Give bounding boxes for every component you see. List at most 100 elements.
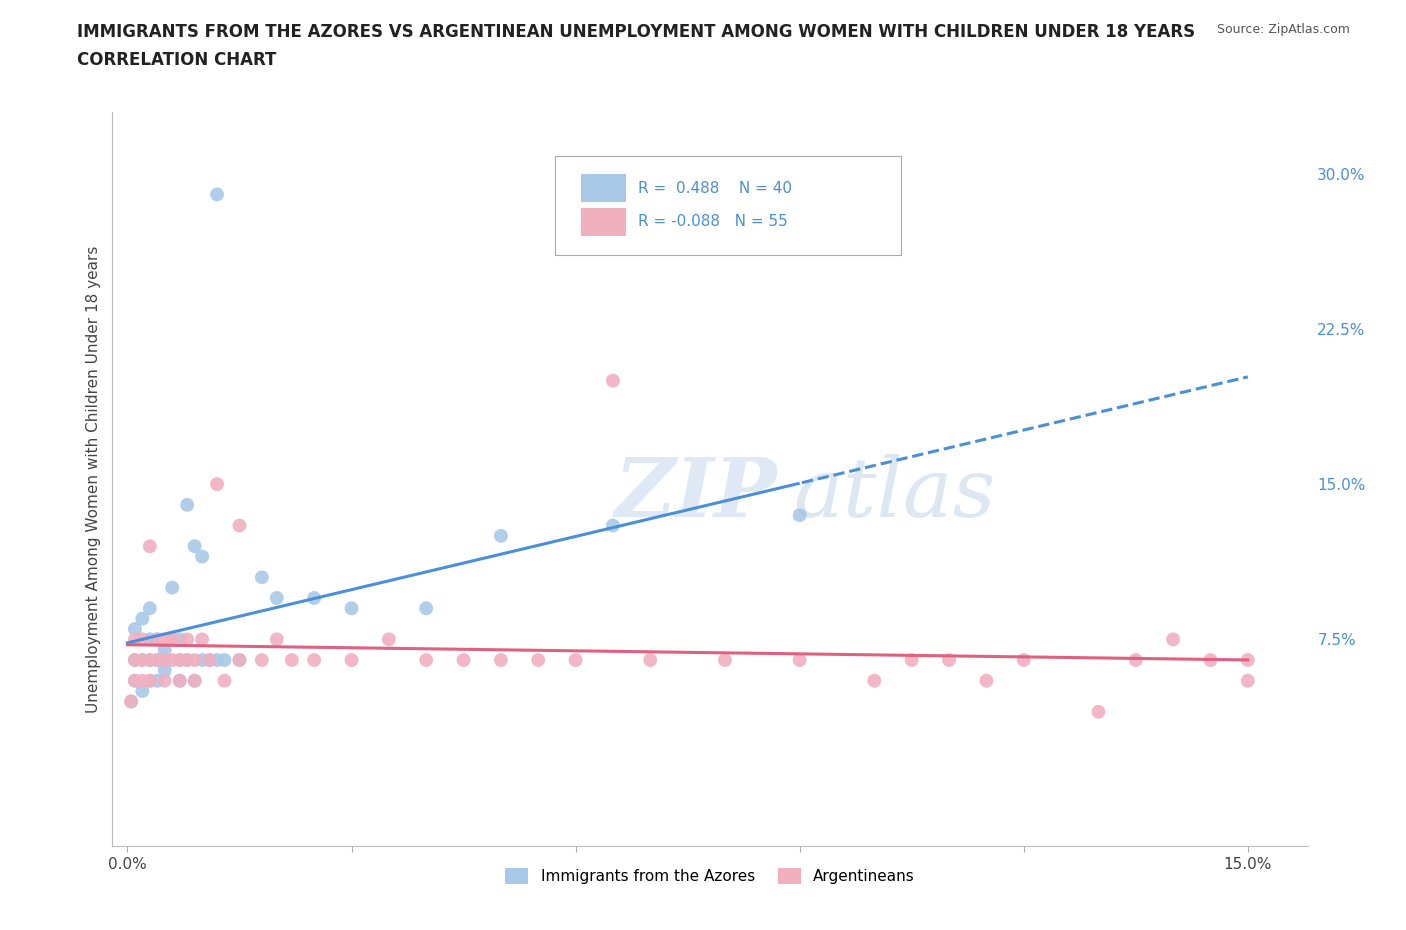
- Point: [228, 653, 250, 668]
- Text: ZIP: ZIP: [614, 454, 778, 534]
- Point: [139, 653, 162, 668]
- Point: [191, 549, 214, 564]
- Point: [1087, 704, 1109, 719]
- Point: [124, 631, 146, 646]
- Point: [124, 621, 146, 636]
- Point: [131, 611, 153, 626]
- Point: [250, 653, 273, 668]
- Point: [789, 508, 811, 523]
- Text: IMMIGRANTS FROM THE AZORES VS ARGENTINEAN UNEMPLOYMENT AMONG WOMEN WITH CHILDREN: IMMIGRANTS FROM THE AZORES VS ARGENTINEA…: [77, 23, 1195, 41]
- Point: [176, 498, 198, 512]
- Point: [214, 653, 236, 668]
- Point: [162, 653, 183, 668]
- Point: [183, 673, 205, 688]
- Point: [266, 591, 288, 605]
- Point: [564, 653, 586, 668]
- Point: [139, 538, 162, 553]
- Point: [415, 601, 437, 616]
- Point: [131, 653, 153, 668]
- Point: [120, 694, 142, 709]
- Point: [153, 631, 176, 646]
- Y-axis label: Unemployment Among Women with Children Under 18 years: Unemployment Among Women with Children U…: [86, 246, 101, 712]
- Point: [489, 528, 512, 543]
- Point: [602, 518, 624, 533]
- Point: [162, 631, 183, 646]
- Point: [131, 631, 153, 646]
- Point: [162, 631, 183, 646]
- Point: [281, 653, 304, 668]
- Point: [205, 187, 228, 202]
- Text: Source: ZipAtlas.com: Source: ZipAtlas.com: [1216, 23, 1350, 36]
- Point: [124, 673, 146, 688]
- FancyBboxPatch shape: [554, 155, 901, 255]
- Point: [198, 653, 221, 668]
- Point: [131, 673, 153, 688]
- Legend: Immigrants from the Azores, Argentineans: Immigrants from the Azores, Argentineans: [499, 862, 921, 890]
- FancyBboxPatch shape: [581, 207, 627, 236]
- Point: [153, 673, 176, 688]
- Point: [183, 538, 205, 553]
- Point: [340, 601, 363, 616]
- Point: [139, 673, 162, 688]
- Point: [131, 684, 153, 698]
- Point: [228, 653, 250, 668]
- Point: [169, 673, 191, 688]
- Point: [120, 694, 142, 709]
- Point: [205, 653, 228, 668]
- Point: [124, 653, 146, 668]
- Text: atlas: atlas: [793, 454, 995, 534]
- Point: [302, 591, 325, 605]
- Point: [191, 653, 214, 668]
- Point: [146, 673, 169, 688]
- Point: [169, 653, 191, 668]
- Point: [527, 653, 550, 668]
- Point: [789, 653, 811, 668]
- Point: [938, 653, 960, 668]
- Point: [124, 653, 146, 668]
- Text: R =  0.488    N = 40: R = 0.488 N = 40: [638, 180, 793, 195]
- Point: [139, 631, 162, 646]
- Point: [153, 653, 176, 668]
- Text: CORRELATION CHART: CORRELATION CHART: [77, 51, 277, 69]
- FancyBboxPatch shape: [581, 174, 627, 202]
- Point: [191, 631, 214, 646]
- Point: [176, 653, 198, 668]
- Point: [146, 653, 169, 668]
- Point: [340, 653, 363, 668]
- Point: [378, 631, 401, 646]
- Point: [1125, 653, 1147, 668]
- Point: [415, 653, 437, 668]
- Point: [714, 653, 737, 668]
- Point: [863, 673, 886, 688]
- Point: [176, 653, 198, 668]
- Point: [1012, 653, 1035, 668]
- Point: [900, 653, 922, 668]
- Point: [146, 631, 169, 646]
- Point: [183, 653, 205, 668]
- Point: [146, 631, 169, 646]
- Point: [153, 663, 176, 678]
- Text: R = -0.088   N = 55: R = -0.088 N = 55: [638, 214, 789, 230]
- Point: [176, 631, 198, 646]
- Point: [139, 673, 162, 688]
- Point: [1161, 631, 1184, 646]
- Point: [453, 653, 475, 668]
- Point: [198, 653, 221, 668]
- Point: [602, 373, 624, 388]
- Point: [1199, 653, 1222, 668]
- Point: [131, 653, 153, 668]
- Point: [205, 477, 228, 492]
- Point: [169, 631, 191, 646]
- Point: [183, 673, 205, 688]
- Point: [1237, 653, 1260, 668]
- Point: [250, 570, 273, 585]
- Point: [640, 653, 662, 668]
- Point: [266, 631, 288, 646]
- Point: [214, 673, 236, 688]
- Point: [169, 653, 191, 668]
- Point: [153, 653, 176, 668]
- Point: [976, 673, 998, 688]
- Point: [162, 580, 183, 595]
- Point: [153, 643, 176, 658]
- Point: [1237, 673, 1260, 688]
